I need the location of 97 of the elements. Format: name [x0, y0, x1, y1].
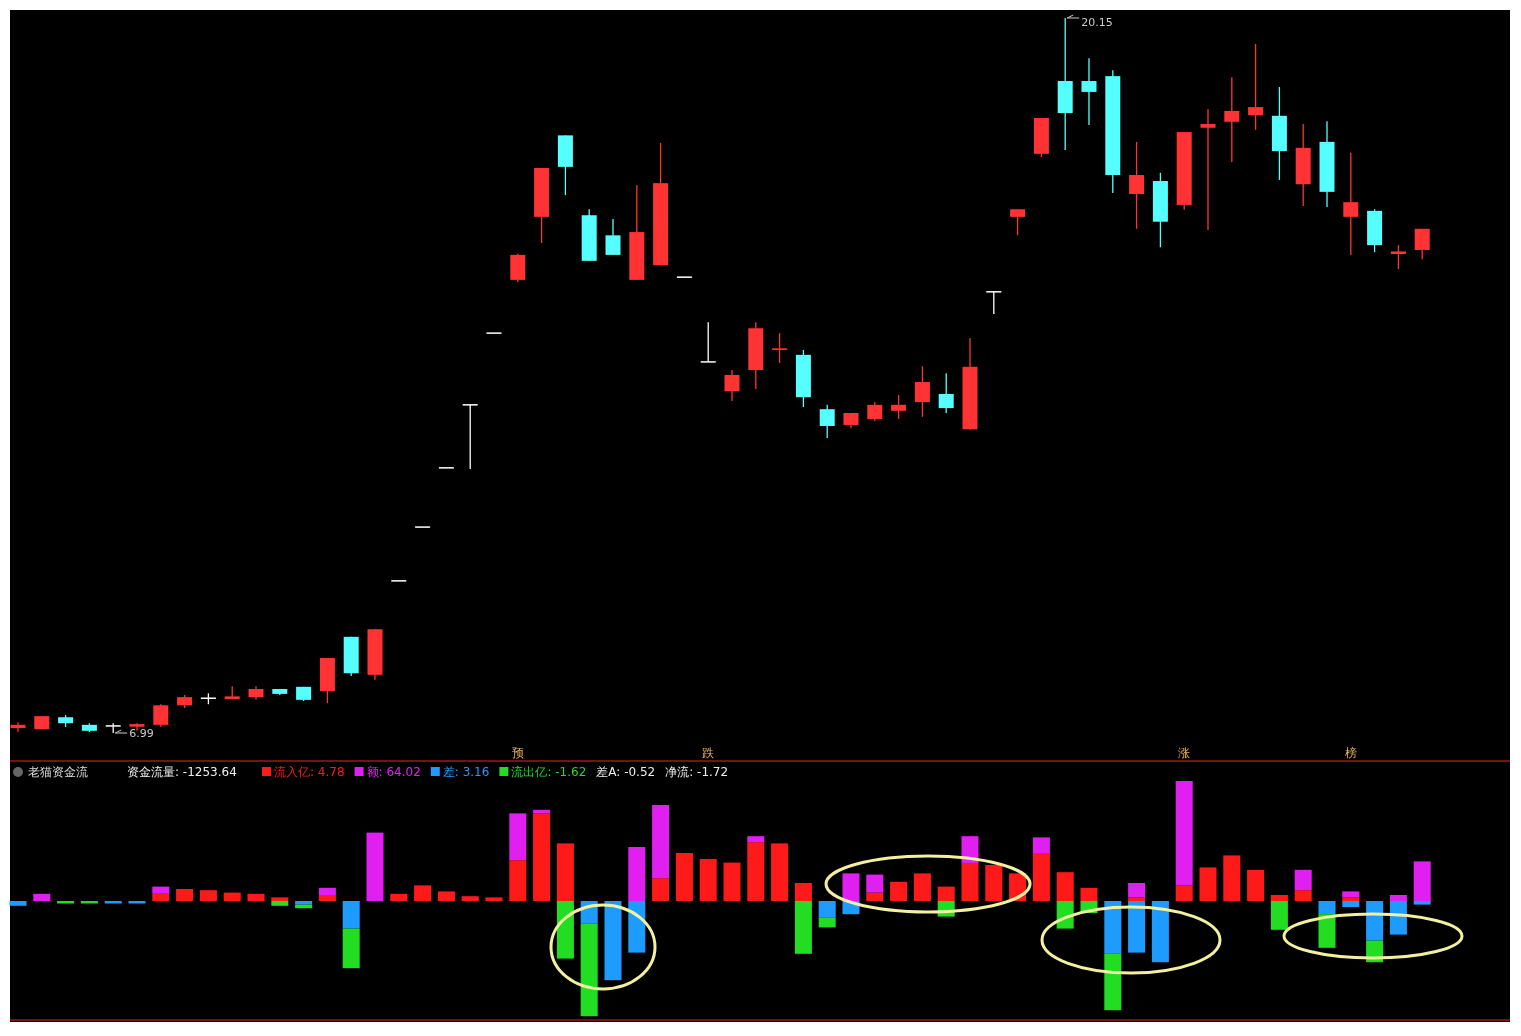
bar	[152, 893, 170, 901]
bar	[342, 901, 360, 929]
bar	[1342, 891, 1360, 898]
bar	[390, 893, 408, 901]
text: 净流: -1.72	[665, 765, 729, 779]
bar	[1104, 953, 1122, 1011]
bar	[509, 813, 527, 861]
bar	[437, 891, 455, 901]
text: 涨	[1178, 746, 1191, 760]
legend-label: 流出亿: -1.62	[511, 765, 587, 779]
bar	[1056, 872, 1074, 901]
bar	[176, 889, 194, 901]
bar	[913, 873, 931, 901]
bar	[1318, 901, 1336, 915]
bar	[652, 805, 670, 879]
bar	[794, 901, 812, 954]
bar	[1032, 837, 1050, 853]
bar	[104, 901, 122, 904]
bar	[1342, 901, 1360, 907]
legend-label: 额: 64.02	[366, 765, 421, 779]
bar	[866, 892, 884, 901]
bar	[199, 890, 217, 901]
bar	[890, 881, 908, 901]
bar	[1032, 853, 1050, 901]
bar	[628, 901, 646, 953]
bar	[1270, 895, 1288, 901]
legend-label: 流入亿: 4.78	[274, 765, 345, 779]
bar	[1294, 890, 1312, 901]
bar	[271, 901, 289, 906]
bar	[57, 901, 75, 904]
bar	[318, 895, 336, 901]
bar	[533, 813, 551, 901]
bar	[1199, 867, 1217, 901]
annotation: 20.15	[1081, 16, 1113, 29]
bar	[128, 901, 146, 904]
bar	[580, 923, 598, 1017]
annotation: 6.99	[129, 727, 154, 740]
bar	[318, 887, 336, 895]
bar	[818, 917, 836, 928]
bar	[675, 853, 693, 901]
bar	[1318, 914, 1336, 948]
text: 资金流量: -1253.64	[127, 765, 237, 779]
bar	[747, 836, 765, 843]
text: 跌	[702, 746, 715, 760]
bar	[866, 874, 884, 893]
bar	[937, 886, 955, 901]
bar	[33, 893, 51, 901]
bar	[723, 862, 741, 901]
bar	[1413, 861, 1431, 901]
bar	[747, 842, 765, 901]
bar	[80, 901, 98, 904]
bar	[628, 847, 646, 901]
text: 差A: -0.52	[596, 765, 656, 779]
chart-title: 老猫资金流	[28, 765, 88, 779]
bar	[509, 860, 527, 901]
bar	[271, 897, 289, 901]
bar	[366, 832, 384, 901]
bar	[699, 859, 717, 901]
bar	[9, 901, 27, 906]
bar	[295, 901, 313, 905]
bar	[152, 886, 170, 894]
bar	[247, 893, 265, 901]
bar	[961, 863, 979, 901]
bar	[1389, 901, 1407, 935]
bar	[1175, 781, 1193, 886]
bar	[1151, 901, 1169, 963]
bar	[1128, 897, 1146, 901]
bar	[1128, 883, 1146, 898]
bar	[1413, 901, 1431, 905]
text: 预	[511, 746, 524, 760]
bar	[461, 896, 479, 901]
bar	[223, 892, 241, 901]
bar	[1128, 901, 1146, 953]
bar	[652, 878, 670, 901]
bar	[771, 843, 789, 901]
bar	[1342, 897, 1360, 901]
bar	[342, 928, 360, 969]
bar	[818, 901, 836, 918]
bar	[1366, 901, 1384, 941]
bar	[556, 843, 574, 901]
bar	[485, 897, 503, 901]
bar	[1389, 895, 1407, 901]
legend-label: 差: 3.16	[442, 765, 490, 779]
bar	[842, 873, 860, 901]
bar	[1247, 869, 1265, 901]
bar	[1223, 855, 1241, 901]
bar	[1080, 887, 1098, 901]
bar	[1175, 885, 1193, 901]
bar	[1104, 901, 1122, 954]
bar	[1294, 869, 1312, 891]
bar	[556, 901, 574, 959]
bar	[794, 883, 812, 901]
bar	[985, 865, 1003, 901]
text: 榜	[1344, 746, 1357, 760]
bar	[1270, 901, 1288, 930]
bar	[604, 901, 622, 981]
bar	[414, 885, 432, 901]
